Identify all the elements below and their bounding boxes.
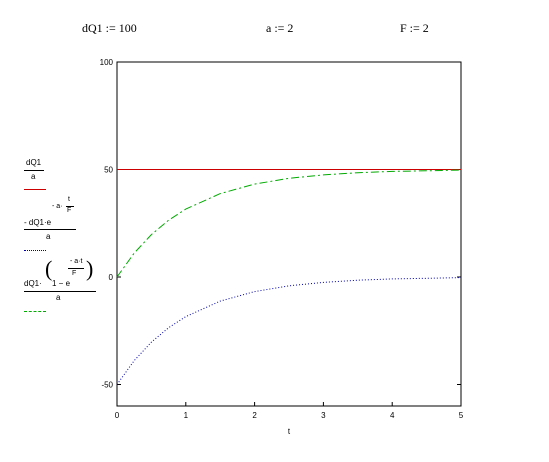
definition-a: a := 2 xyxy=(266,21,294,35)
legend-expr3-fraction-bar xyxy=(24,291,96,292)
x-tick-label: 5 xyxy=(459,411,464,420)
definition-f: F := 2 xyxy=(400,21,429,35)
series-line-2 xyxy=(116,277,462,385)
legend-expr3-coefficient: dQ1· xyxy=(24,279,42,288)
legend-expr3-exponent-numerator: - a·t xyxy=(70,258,83,265)
legend-expr3-denominator: a xyxy=(56,293,61,302)
legend-expr2-numerator: - dQ1·e xyxy=(24,218,52,227)
legend-line-series1 xyxy=(24,189,46,190)
legend-expr2-exponent: - a· xyxy=(52,203,63,210)
x-axis-label: t xyxy=(288,427,291,436)
x-tick-label: 4 xyxy=(390,411,395,420)
x-tick-label: 0 xyxy=(115,411,120,420)
legend-expr2-denominator: a xyxy=(46,232,51,241)
legend-expr1-fraction-bar xyxy=(24,170,44,171)
legend-expr2-exponent-bar xyxy=(66,206,74,207)
legend-expr3-exponent-bar xyxy=(68,268,84,269)
definition-dq1: dQ1 := 100 xyxy=(82,21,137,35)
legend-expr2-exponent-denominator: F xyxy=(67,207,72,214)
plot-frame xyxy=(116,61,462,407)
legend-expr3-exponent-denominator: F xyxy=(72,270,77,277)
legend-line-series2 xyxy=(24,250,46,251)
x-tick-label: 1 xyxy=(184,411,189,420)
x-tick-label: 2 xyxy=(252,411,257,420)
legend-expr3-paren-close: ) xyxy=(86,256,94,281)
series-line-3 xyxy=(116,169,462,278)
legend-expr3-one-minus: 1 − e xyxy=(52,279,71,288)
legend-expr2-fraction-bar xyxy=(24,229,76,230)
legend-expr1-denominator: a xyxy=(31,172,36,181)
y-tick-label: 0 xyxy=(109,273,114,282)
y-tick-label: -50 xyxy=(101,381,113,390)
x-tick-label: 3 xyxy=(321,411,326,420)
y-tick-label: 100 xyxy=(100,58,114,67)
y-tick-label: 50 xyxy=(104,166,113,175)
legend-expr1-numerator: dQ1 xyxy=(26,158,42,167)
legend-expr2-exponent-numerator: t xyxy=(68,196,70,203)
legend-line-series3 xyxy=(24,311,46,312)
legend-expr3-paren-open: ( xyxy=(45,256,53,281)
